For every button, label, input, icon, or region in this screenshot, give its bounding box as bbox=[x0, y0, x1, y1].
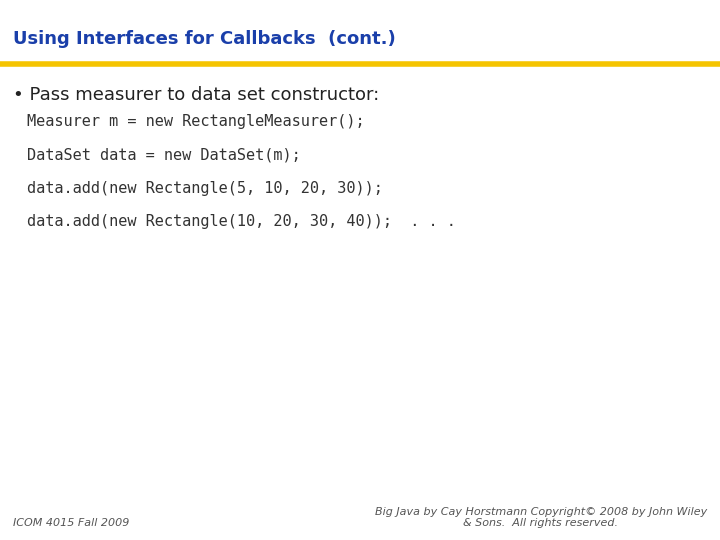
Text: data.add(new Rectangle(5, 10, 20, 30));: data.add(new Rectangle(5, 10, 20, 30)); bbox=[27, 181, 383, 196]
Text: Big Java by Cay Horstmann Copyright© 2008 by John Wiley
& Sons.  All rights rese: Big Java by Cay Horstmann Copyright© 200… bbox=[375, 507, 707, 528]
Text: DataSet data = new DataSet(m);: DataSet data = new DataSet(m); bbox=[27, 147, 301, 163]
Text: data.add(new Rectangle(10, 20, 30, 40));  . . .: data.add(new Rectangle(10, 20, 30, 40));… bbox=[27, 214, 456, 230]
Text: ICOM 4015 Fall 2009: ICOM 4015 Fall 2009 bbox=[13, 518, 130, 528]
Text: Measurer m = new RectangleMeasurer();: Measurer m = new RectangleMeasurer(); bbox=[27, 114, 365, 129]
Text: Using Interfaces for Callbacks  (cont.): Using Interfaces for Callbacks (cont.) bbox=[13, 30, 396, 48]
Text: • Pass measurer to data set constructor:: • Pass measurer to data set constructor: bbox=[13, 85, 379, 104]
